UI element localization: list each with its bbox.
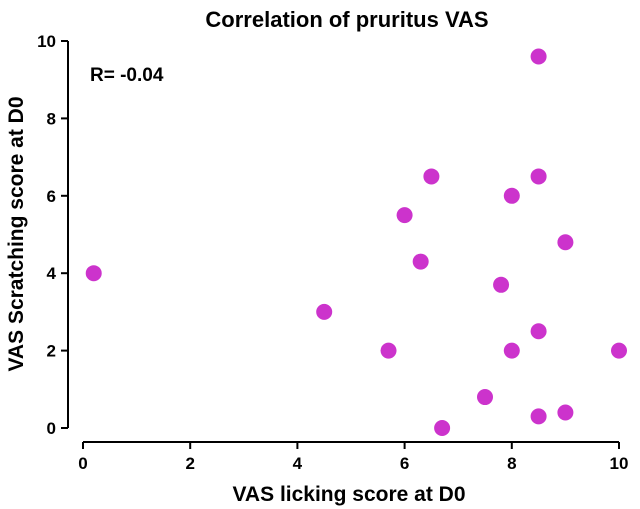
- data-point: [493, 276, 510, 293]
- x-tick-label: 8: [507, 454, 516, 473]
- x-tick-label: 4: [293, 454, 303, 473]
- data-point: [611, 342, 627, 359]
- y-tick-label: 10: [37, 32, 56, 51]
- y-tick-label: 8: [47, 109, 56, 128]
- y-ticks: 0 2 4 6 8 10: [37, 32, 68, 438]
- y-tick-label: 0: [47, 419, 56, 438]
- data-point: [396, 207, 413, 224]
- axes: [67, 41, 619, 443]
- data-point: [503, 342, 520, 359]
- data-point: [557, 404, 574, 421]
- data-point: [477, 389, 493, 406]
- data-point: [316, 303, 333, 320]
- data-point: [85, 265, 102, 282]
- data-point: [530, 48, 547, 65]
- x-tick-label: 0: [78, 454, 87, 473]
- data-point: [380, 342, 397, 359]
- x-tick-label: 2: [185, 454, 194, 473]
- y-tick-label: 2: [47, 342, 56, 361]
- y-tick-label: 6: [47, 187, 56, 206]
- correlation-annotation: R= -0.04: [90, 65, 164, 86]
- chart-title: Correlation of pruritus VAS: [205, 7, 488, 32]
- data-point: [530, 323, 547, 340]
- x-ticks: 0 2 4 6 8 10: [78, 442, 628, 473]
- data-point: [503, 187, 520, 204]
- data-point: [530, 408, 547, 425]
- data-point: [557, 234, 574, 251]
- y-axis-label: VAS Scratching score at D0: [5, 96, 28, 371]
- data-point: [530, 168, 547, 185]
- data-point: [423, 168, 440, 185]
- x-tick-label: 6: [400, 454, 409, 473]
- x-tick-label: 10: [610, 454, 629, 473]
- data-points: [85, 48, 627, 436]
- y-tick-label: 4: [47, 264, 57, 283]
- data-point: [412, 253, 429, 270]
- data-point: [434, 420, 451, 436]
- x-axis-label: VAS licking score at D0: [232, 483, 465, 506]
